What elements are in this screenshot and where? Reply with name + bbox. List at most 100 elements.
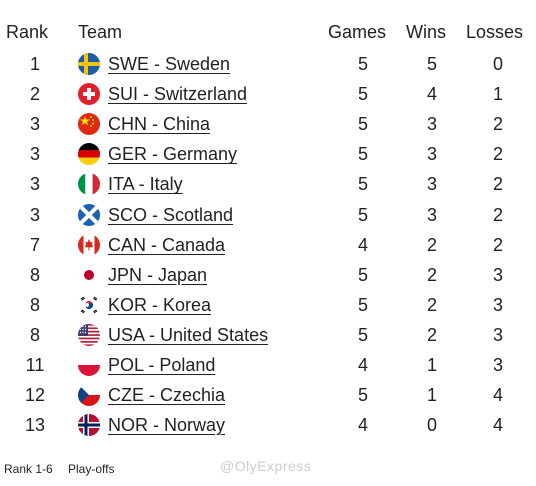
korea-flag-icon [78,293,100,316]
switzerland-flag-icon [78,83,100,106]
header-wins: Wins [406,22,446,42]
rank-cell: 8 [29,324,40,345]
games-cell: 5 [357,204,368,225]
losses-cell: 3 [492,355,503,375]
sweden-flag-icon [78,53,100,75]
games-cell: 5 [357,54,368,74]
japan-flag-icon [78,263,100,286]
rank-cell: 11 [25,355,45,375]
games-cell: 4 [357,234,368,255]
losses-cell: 0 [492,54,503,74]
losses-cell: 3 [492,294,503,315]
wins-cell: 1 [426,385,437,406]
rank-cell: 8 [29,294,40,315]
table-row: 8 KOR - Korea 5 2 3 [0,290,536,320]
team-link[interactable]: NOR - Norway [108,415,226,436]
wins-cell: 3 [426,174,437,195]
usa-flag-icon [78,323,100,346]
games-cell: 4 [357,415,368,436]
table-row: 3 ITA - Italy 5 3 2 [0,169,536,199]
losses-cell: 2 [492,234,503,255]
rank-cell: 8 [29,264,40,285]
games-cell: 5 [357,174,368,195]
team-link[interactable]: CAN - Canada [108,234,226,255]
legend-range: Rank 1-6 [4,462,53,476]
team-link[interactable]: JPN - Japan [108,264,208,285]
table-row: 8 USA - United States 5 2 3 [0,320,536,350]
losses-cell: 3 [492,324,503,345]
team-link[interactable]: GER - Germany [108,144,238,165]
rank-cell: 3 [29,114,40,135]
games-cell: 5 [357,324,368,345]
table-row: 3 GER - Germany 5 3 2 [0,139,536,169]
rank-cell: 12 [24,385,46,406]
rank-cell: 3 [29,204,40,225]
wins-cell: 3 [426,114,437,135]
team-cell: CHN - China [108,109,210,139]
rank-cell: 13 [24,415,46,436]
team-cell: SUI - Switzerland [108,79,247,109]
team-cell: KOR - Korea [108,290,211,320]
team-link[interactable]: USA - United States [108,324,269,345]
team-cell: ITA - Italy [108,169,183,199]
norway-flag-icon [78,414,100,437]
losses-cell: 3 [492,264,503,285]
wins-cell: 2 [426,324,437,345]
germany-flag-icon [78,143,100,166]
games-cell: 5 [357,264,368,285]
header-rank: Rank [6,22,49,42]
wins-cell: 2 [426,264,437,285]
table-row: 11 POL - Poland 4 1 3 [0,350,536,380]
losses-cell: 4 [492,385,503,406]
china-flag-icon [78,113,100,136]
watermark: @OlyExpress [220,458,312,474]
table-row: 13 NOR - Norway 4 0 4 [0,410,536,440]
team-cell: CAN - Canada [108,230,225,260]
italy-flag-icon [78,173,100,196]
team-link[interactable]: POL - Poland [108,355,216,375]
table-row: 3 CHN - China 5 3 2 [0,109,536,139]
team-link[interactable]: SUI - Switzerland [108,84,248,105]
losses-cell: 1 [492,84,503,105]
team-link[interactable]: ITA - Italy [108,174,183,195]
team-link[interactable]: SCO - Scotland [108,204,234,225]
losses-cell: 2 [492,144,503,165]
header-losses: Losses [466,22,524,42]
header-team: Team [78,22,123,42]
losses-cell: 2 [492,174,503,195]
team-cell: SWE - Sweden [108,49,230,79]
games-cell: 5 [357,294,368,315]
losses-cell: 4 [492,415,503,436]
team-link[interactable]: KOR - Korea [108,294,212,315]
wins-cell: 3 [426,144,437,165]
scotland-flag-icon [78,203,100,226]
rank-cell: 7 [29,234,40,255]
team-cell: USA - United States [108,320,268,350]
team-link[interactable]: SWE - Sweden [108,54,231,74]
canada-flag-icon [78,233,100,256]
table-row: 3 SCO - Scotland 5 3 2 [0,200,536,230]
team-cell: GER - Germany [108,139,237,169]
rank-cell: 3 [29,144,40,165]
games-cell: 4 [357,355,368,375]
team-cell: NOR - Norway [108,410,225,440]
rank-cell: 1 [29,54,40,74]
wins-cell: 3 [426,204,437,225]
wins-cell: 2 [426,234,437,255]
games-cell: 5 [357,84,368,105]
poland-flag-icon [78,354,100,376]
wins-cell: 2 [426,294,437,315]
table-row: 1 SWE - Sweden 5 5 0 [0,49,536,79]
games-cell: 5 [357,385,368,406]
rank-cell: 3 [29,174,40,195]
wins-cell: 0 [426,415,437,436]
header-games: Games [328,22,387,42]
team-cell: CZE - Czechia [108,380,225,410]
team-link[interactable]: CHN - China [108,114,211,135]
team-cell: JPN - Japan [108,260,207,290]
wins-cell: 1 [426,355,437,375]
wins-cell: 5 [426,54,437,74]
team-cell: SCO - Scotland [108,200,233,230]
games-cell: 5 [357,114,368,135]
team-link[interactable]: CZE - Czechia [108,385,226,406]
